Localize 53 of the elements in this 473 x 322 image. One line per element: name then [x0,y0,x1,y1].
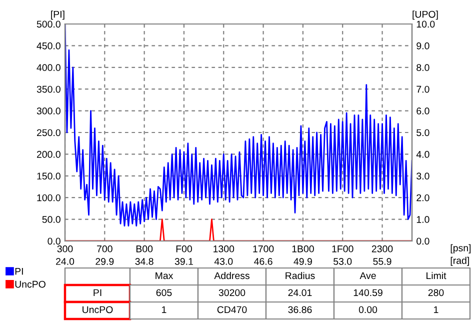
y2-tick-label: 6.0 [416,108,430,114]
y-tick-label: 500.0 [36,20,60,28]
y2-tick-label: 5.0 [416,129,430,136]
y2-tick-label: 7.0 [416,86,430,93]
y2-tick-label: 0.0 [416,238,430,245]
text: 24.01 [288,289,312,296]
y2-tick-label: 10.0 [416,20,435,28]
y-tick-label: 250.0 [36,129,60,136]
y2-tick-label: 2.0 [416,194,430,202]
text: Address [214,272,250,280]
y-tick-label: 450.0 [36,42,60,50]
text: 30200 [218,289,246,296]
y2-tick-label: 1.0 [416,216,430,223]
text: 36.86 [288,306,312,314]
text: 1 [162,306,166,314]
x-tick-label: 1700 46.6 [253,245,274,265]
y-tick-label: 0.0 [48,238,60,245]
y2-tick-label: 8.0 [416,64,430,72]
y2-tick-label: 3.0 [416,172,430,180]
x-tick-label: B00 34.8 [135,245,154,265]
y-tick-label: 300.0 [36,108,60,114]
y-tick-label: 150.0 [37,172,60,180]
y2-tick-label: 9.0 [416,42,430,50]
y-tick-label: 200.0 [36,150,60,158]
text: 280 [428,289,444,296]
text: Radius [286,272,315,280]
x-tick-label: 2300 55.9 [372,245,393,265]
text: 605 [156,289,172,296]
text: 0.00 [358,306,378,314]
x-tick-label: 700 29.9 [96,245,114,265]
x-tick-label: 1F00 53.0 [332,245,354,265]
y-tick-label: 400.0 [36,64,60,72]
text: UncPO [82,306,113,314]
legend-label: UncPO [15,280,46,288]
text: Limit [426,272,446,280]
x-tick-label: 1B00 49.9 [292,245,314,265]
text: Ave [360,272,376,280]
text: 1 [434,306,438,314]
x-tick-label: 1300 43.0 [214,245,234,265]
y-axis-title: [PI] [51,10,64,20]
y2-axis-title: [UPO] [412,10,438,20]
text: 140.59 [354,289,382,296]
text: CD470 [217,306,247,314]
y2-tick-label: 4.0 [416,150,430,158]
text: PI [94,289,102,296]
x-tick-label: 300 24.0 [56,245,74,265]
x-axis-title: [psn] [rad] [450,244,471,266]
x-tick-label: F00 39.1 [174,245,193,265]
text: Max [156,272,174,280]
y-tick-label: 100.0 [37,194,60,202]
legend-label: PI [15,268,23,275]
y-tick-label: 50.0 [42,216,60,223]
y-tick-label: 350.0 [36,86,60,93]
